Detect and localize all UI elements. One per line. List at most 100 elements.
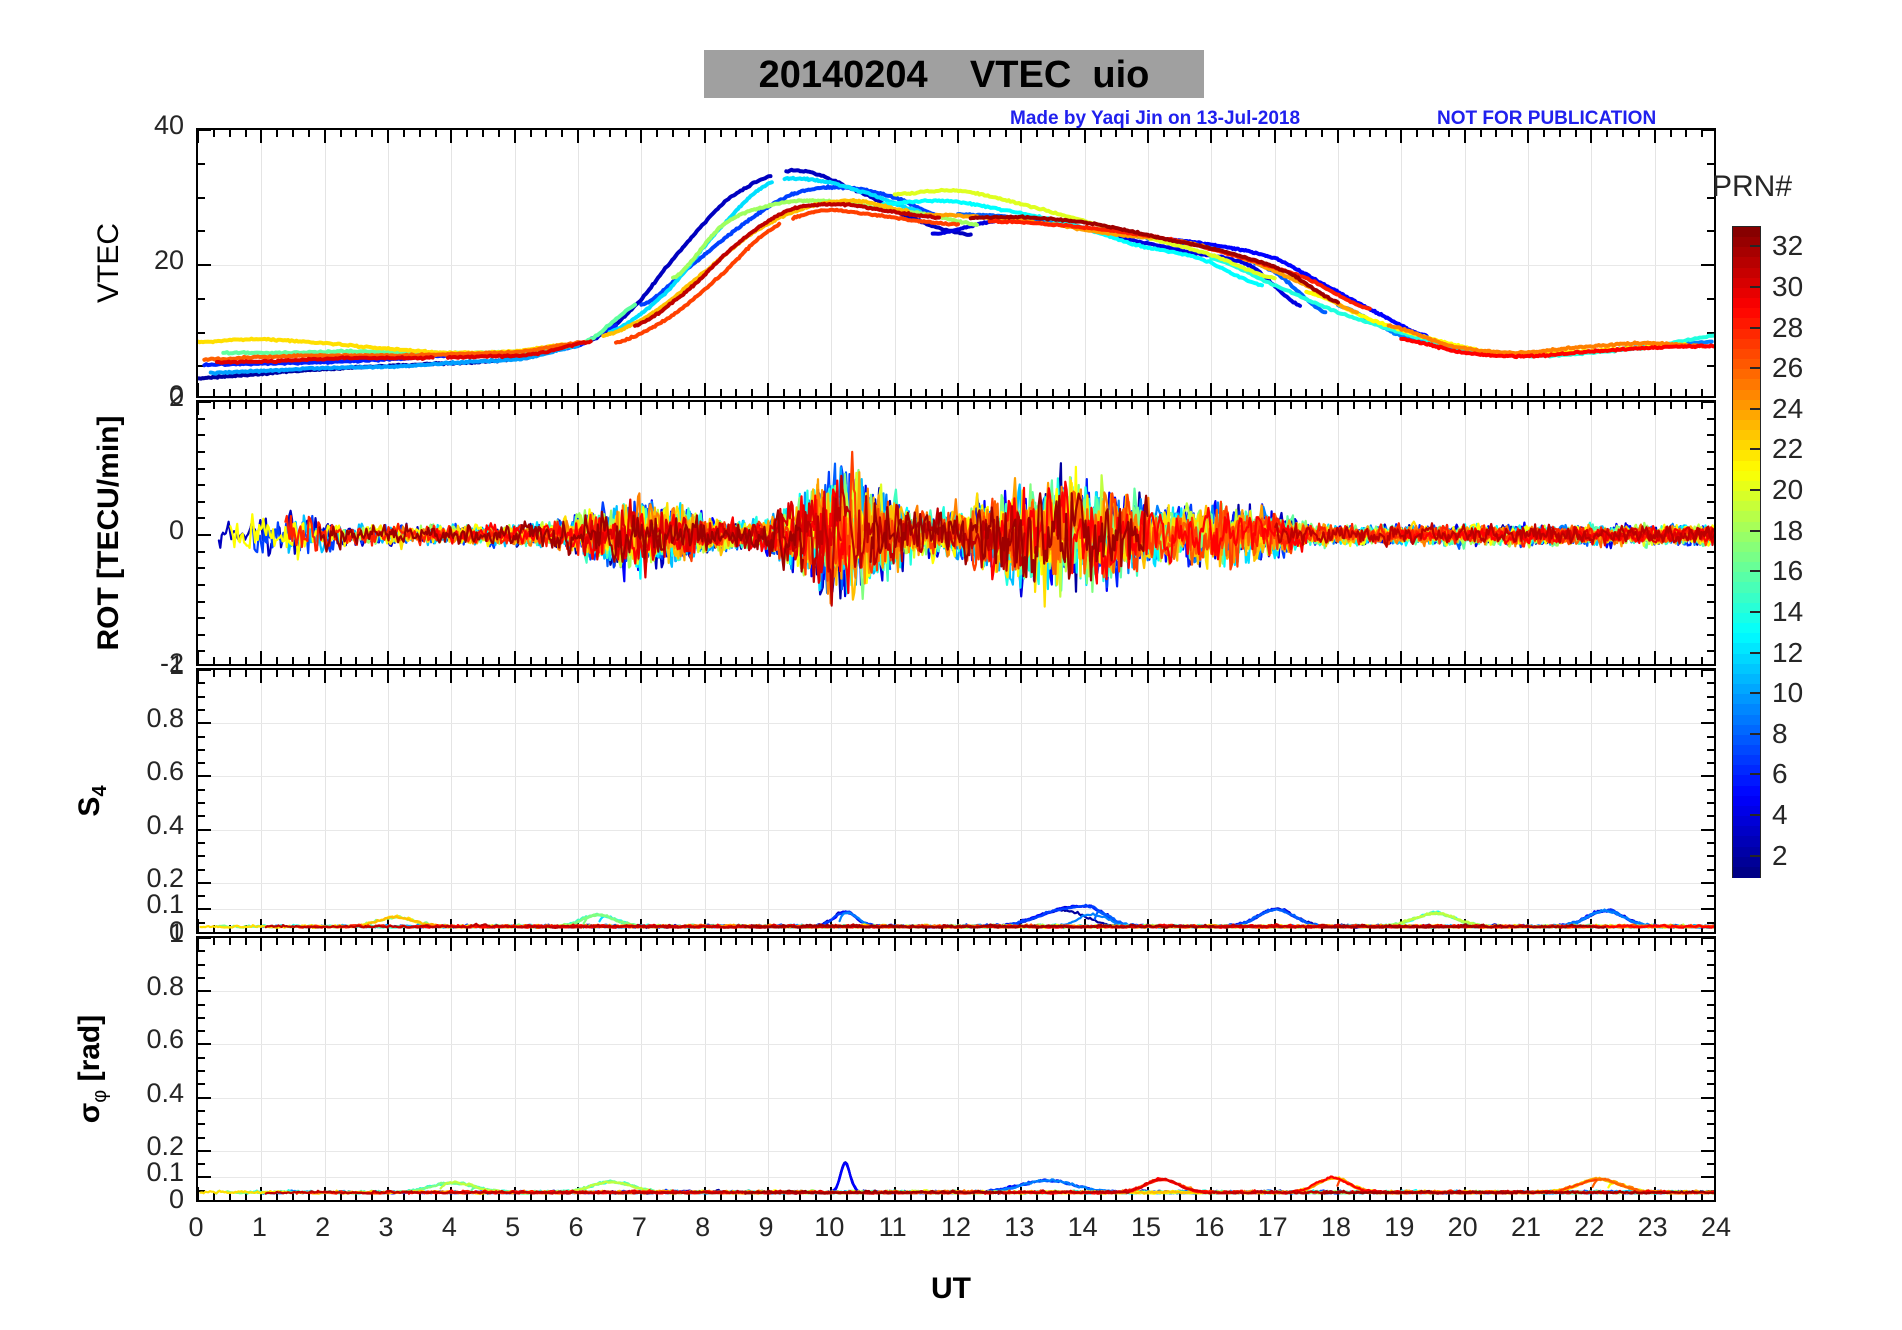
axis-tick — [735, 402, 738, 409]
axis-tick — [782, 130, 785, 137]
axis-tick — [339, 402, 342, 409]
axis-tick — [198, 695, 205, 698]
axis-tick — [1194, 130, 1197, 137]
axis-tick — [767, 938, 769, 951]
axis-tick — [1368, 938, 1371, 945]
axis-tick — [862, 130, 864, 137]
axis-tick — [1305, 925, 1308, 932]
axis-tick — [1479, 389, 1482, 396]
axis-tick — [1416, 389, 1419, 396]
axis-tick — [198, 1003, 205, 1006]
gridline-vertical — [388, 130, 389, 396]
axis-tick — [1542, 402, 1545, 409]
axis-tick — [1305, 657, 1308, 664]
axis-tick — [529, 402, 532, 409]
axis-tick — [1115, 130, 1118, 137]
gridline-vertical — [451, 670, 453, 932]
axis-tick — [482, 130, 484, 137]
axis-tick — [198, 162, 205, 165]
axis-tick — [198, 1070, 205, 1072]
gridline-vertical — [1464, 670, 1466, 932]
axis-tick — [1447, 938, 1450, 945]
axis-tick — [893, 383, 896, 396]
gridline-vertical — [451, 938, 453, 1200]
gridline-vertical — [1338, 670, 1339, 932]
axis-tick — [1289, 1193, 1292, 1200]
axis-tick — [893, 938, 896, 951]
xtick-label: 18 — [1320, 1212, 1352, 1242]
axis-tick — [1527, 670, 1529, 683]
ytick-label: 0 — [168, 1184, 184, 1214]
axis-tick — [592, 402, 595, 409]
axis-tick — [608, 657, 611, 664]
axis-tick — [1226, 1193, 1229, 1200]
axis-tick — [830, 402, 833, 415]
axis-tick — [1574, 1193, 1577, 1200]
axis-tick — [1701, 130, 1704, 137]
axis-tick — [1004, 389, 1007, 396]
axis-tick — [719, 925, 722, 932]
axis-tick — [371, 925, 374, 932]
axis-tick — [1067, 402, 1070, 409]
axis-tick — [1685, 389, 1688, 396]
axis-tick — [1463, 651, 1466, 664]
vtec-trace-prn-32 — [968, 214, 1340, 305]
axis-tick — [292, 1193, 294, 1200]
axis-tick — [387, 402, 389, 415]
axis-tick — [244, 130, 247, 137]
axis-tick — [1099, 402, 1102, 409]
gridline-vertical — [641, 938, 643, 1200]
xtick-label: 8 — [695, 1212, 711, 1242]
vtec-trace-prn-26 — [202, 340, 587, 362]
gridline-vertical — [831, 130, 833, 396]
axis-tick — [577, 402, 579, 415]
gridline-horizontal — [198, 1044, 1714, 1046]
axis-tick — [545, 389, 548, 396]
axis-tick — [1052, 670, 1054, 677]
axis-tick — [1321, 402, 1324, 409]
axis-tick — [925, 402, 928, 409]
axis-tick — [608, 938, 611, 945]
gridline-vertical — [1591, 670, 1593, 932]
axis-tick — [1131, 657, 1134, 664]
axis-tick — [1194, 1193, 1197, 1200]
axis-tick — [198, 402, 199, 415]
axis-tick — [1707, 1070, 1714, 1072]
axis-tick — [276, 657, 279, 664]
axis-tick — [1067, 1193, 1070, 1200]
ytick-label: 1 — [168, 650, 184, 680]
axis-tick — [1707, 1016, 1714, 1019]
axis-tick — [371, 389, 374, 396]
axis-tick — [371, 657, 374, 664]
gridline-vertical — [578, 670, 579, 932]
axis-tick — [608, 402, 611, 409]
axis-tick — [1653, 383, 1656, 396]
axis-tick — [1226, 402, 1229, 409]
gridline-vertical — [831, 670, 833, 932]
axis-tick — [198, 534, 211, 536]
axis-tick — [782, 925, 785, 932]
axis-tick — [1384, 389, 1387, 396]
axis-tick — [276, 402, 279, 409]
axis-tick — [1622, 657, 1624, 664]
axis-tick — [307, 389, 310, 396]
axis-tick — [1701, 908, 1714, 911]
axis-tick — [1527, 383, 1529, 396]
axis-tick — [1622, 670, 1624, 677]
axis-tick — [893, 670, 896, 683]
axis-tick — [1590, 938, 1593, 951]
axis-tick — [1178, 925, 1181, 932]
axis-tick — [1036, 1193, 1039, 1200]
gridline-vertical — [958, 670, 959, 932]
colorbar-title: PRN# — [1712, 170, 1793, 203]
gridline-vertical — [1148, 670, 1149, 932]
xtick-label: 15 — [1130, 1212, 1162, 1242]
gridline-horizontal — [198, 991, 1714, 993]
axis-tick — [941, 1193, 944, 1200]
colorbar-tick-mark — [1750, 732, 1760, 735]
axis-tick — [814, 925, 817, 932]
axis-tick — [957, 651, 959, 664]
axis-tick — [1574, 938, 1577, 945]
axis-tick — [735, 670, 738, 677]
